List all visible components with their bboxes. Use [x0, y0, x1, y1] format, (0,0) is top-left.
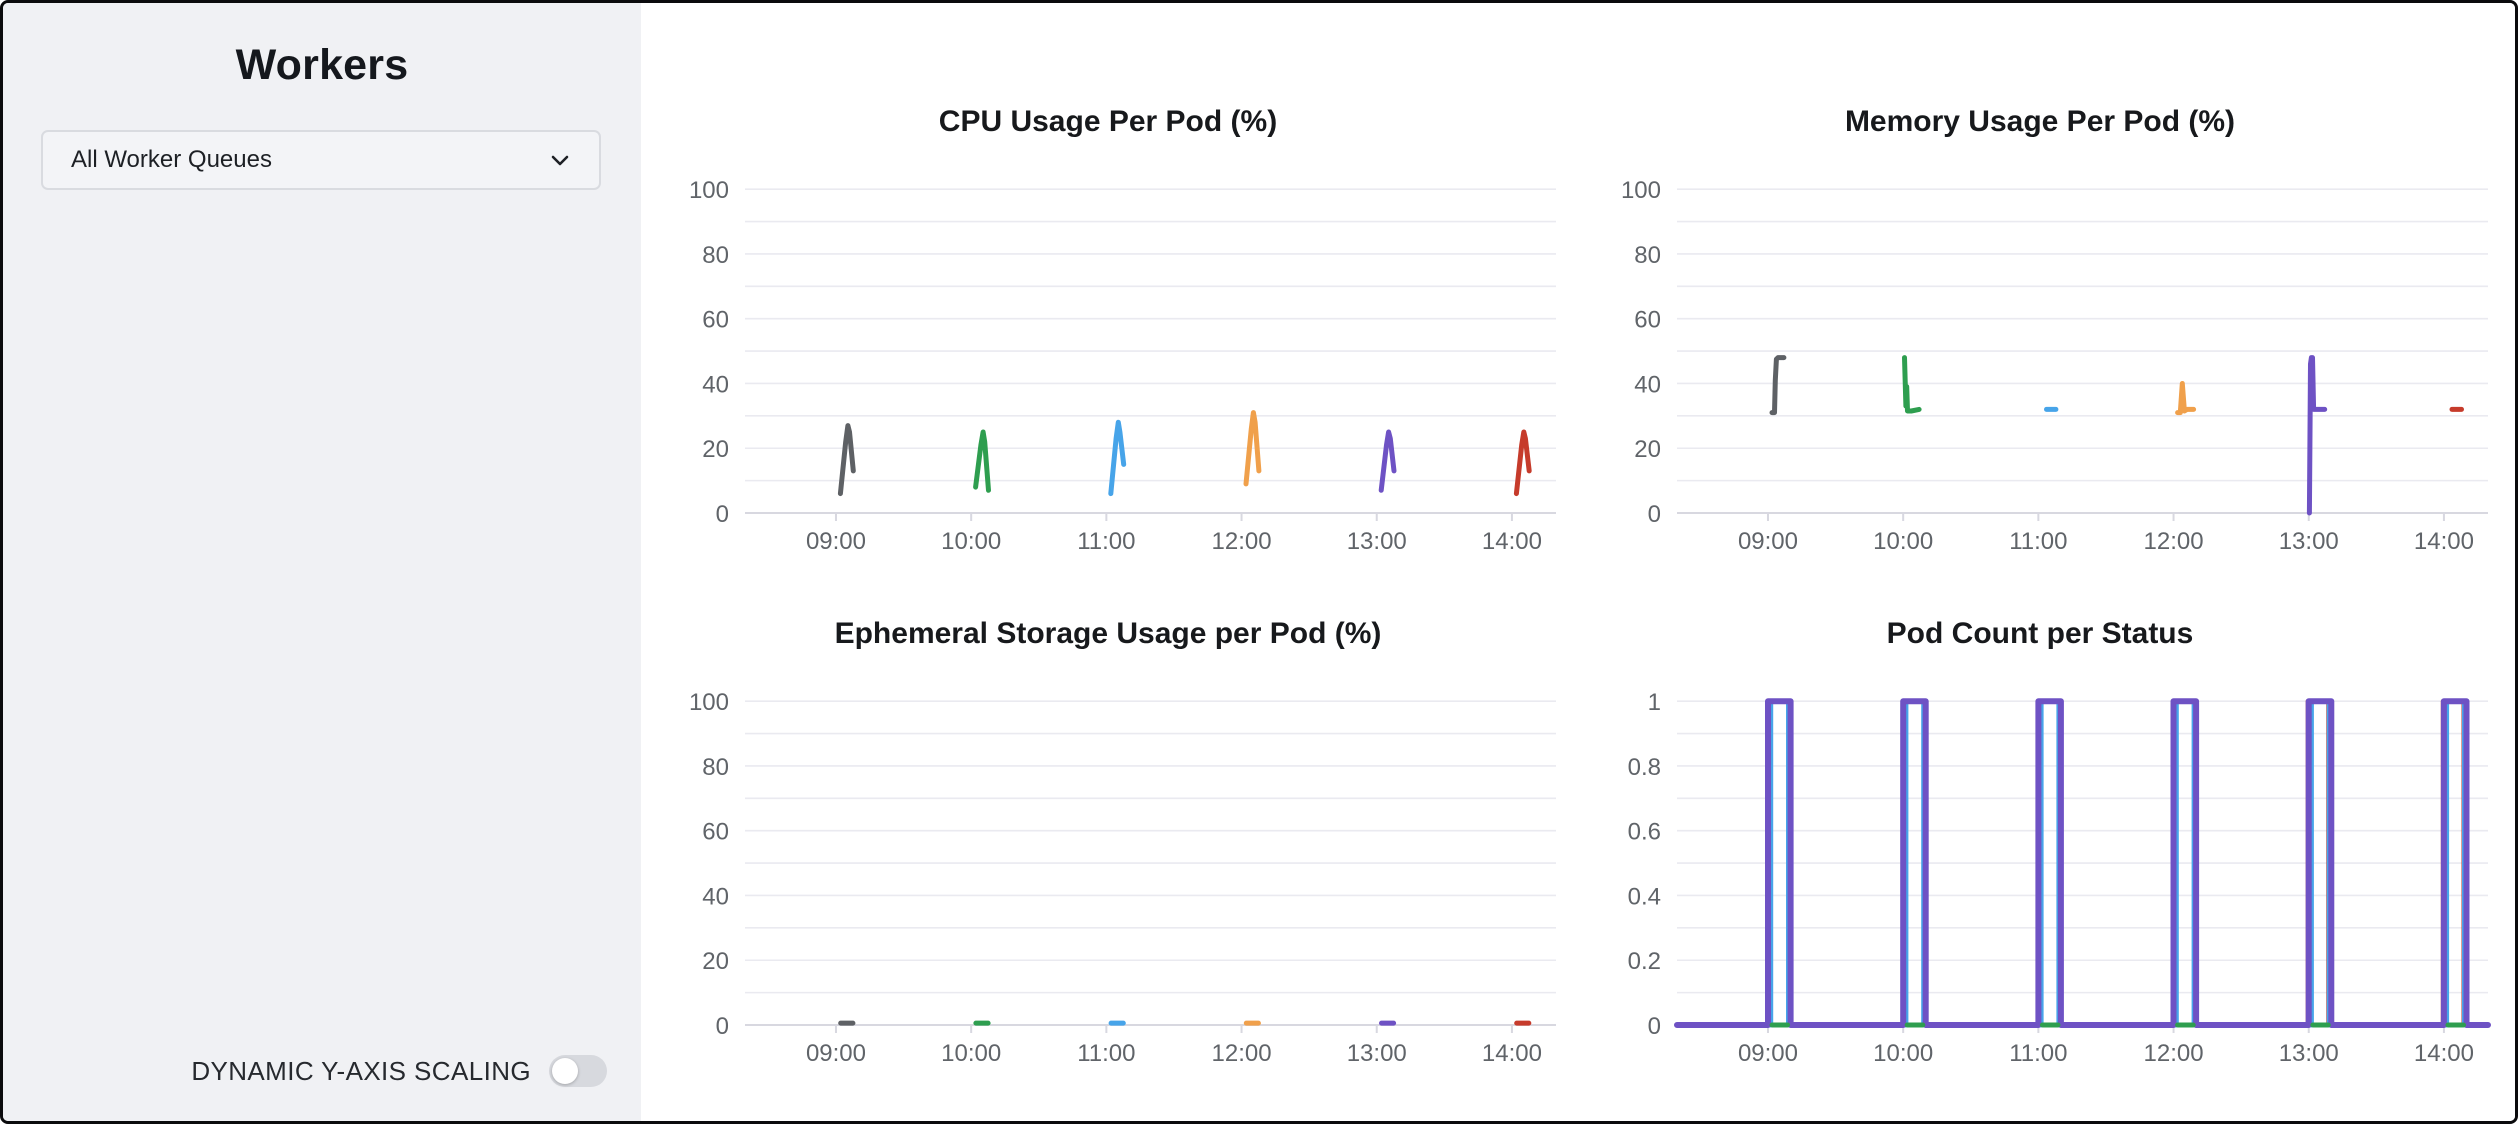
svg-text:0: 0 — [1648, 501, 1661, 528]
svg-text:09:00: 09:00 — [1738, 528, 1798, 555]
worker-queue-select-value: All Worker Queues — [71, 146, 272, 173]
chart-title: Memory Usage Per Pod (%) — [1844, 105, 2236, 138]
svg-text:0.8: 0.8 — [1628, 754, 1661, 781]
chart-cpu-usage: CPU Usage Per Pod (%) 0 20 40 60 80 100 09:00 1… — [643, 81, 1573, 581]
dynamic-y-axis-row: DYNAMIC Y-AXIS SCALING — [3, 1051, 607, 1091]
svg-text:14:00: 14:00 — [1482, 1040, 1542, 1067]
svg-text:0: 0 — [716, 501, 729, 528]
svg-text:1: 1 — [1648, 689, 1661, 716]
svg-text:11:00: 11:00 — [2009, 1040, 2067, 1067]
svg-text:10:00: 10:00 — [941, 1040, 1001, 1067]
svg-text:80: 80 — [1634, 242, 1661, 269]
svg-text:11:00: 11:00 — [2009, 528, 2067, 555]
svg-text:13:00: 13:00 — [2279, 1040, 2339, 1067]
svg-text:20: 20 — [702, 948, 729, 975]
svg-text:11:00: 11:00 — [1077, 1040, 1135, 1067]
svg-text:13:00: 13:00 — [1347, 1040, 1407, 1067]
svg-text:09:00: 09:00 — [806, 528, 866, 555]
svg-text:100: 100 — [1621, 177, 1661, 204]
chevron-down-icon — [547, 147, 573, 173]
svg-text:12:00: 12:00 — [2144, 1040, 2204, 1067]
svg-text:20: 20 — [1634, 436, 1661, 463]
svg-text:12:00: 12:00 — [1212, 528, 1272, 555]
sidebar: Workers All Worker Queues DYNAMIC Y-AXIS… — [3, 3, 641, 1121]
svg-text:13:00: 13:00 — [2279, 528, 2339, 555]
charts-area: CPU Usage Per Pod (%) 0 20 40 60 80 100 09:00 1… — [641, 3, 2515, 1121]
svg-text:40: 40 — [1634, 371, 1661, 398]
svg-text:40: 40 — [702, 883, 729, 910]
svg-text:12:00: 12:00 — [2144, 528, 2204, 555]
svg-text:11:00: 11:00 — [1077, 528, 1135, 555]
svg-text:80: 80 — [702, 242, 729, 269]
chart-pod-count: Pod Count per Status 0 0.2 0.4 0.6 0.8 1 09:00… — [1575, 593, 2505, 1093]
svg-text:0: 0 — [1648, 1013, 1661, 1040]
svg-text:14:00: 14:00 — [2414, 1040, 2474, 1067]
svg-text:09:00: 09:00 — [806, 1040, 866, 1067]
ephemeral-storage-plot: 0 20 40 60 80 100 09:00 10:00 11:00 12:00 13:00 14:… — [689, 689, 1556, 1067]
svg-text:40: 40 — [702, 371, 729, 398]
svg-text:0.2: 0.2 — [1628, 948, 1661, 975]
pod-count-plot: 0 0.2 0.4 0.6 0.8 1 09:00 10:00 11:00 12:00 13:00 1… — [1628, 689, 2491, 1067]
svg-text:60: 60 — [702, 307, 729, 334]
worker-queue-select[interactable]: All Worker Queues — [41, 130, 601, 190]
svg-text:60: 60 — [702, 819, 729, 846]
svg-text:10:00: 10:00 — [1873, 1040, 1933, 1067]
svg-text:0.4: 0.4 — [1628, 883, 1661, 910]
chart-title: Ephemeral Storage Usage per Pod (%) — [834, 617, 1382, 650]
svg-text:20: 20 — [702, 436, 729, 463]
chart-title: Pod Count per Status — [1886, 617, 2194, 650]
svg-text:100: 100 — [689, 689, 729, 716]
page-title: Workers — [235, 41, 409, 89]
svg-text:09:00: 09:00 — [1738, 1040, 1798, 1067]
svg-text:100: 100 — [689, 177, 729, 204]
chart-ephemeral-storage: Ephemeral Storage Usage per Pod (%) 0 20 4… — [643, 593, 1573, 1093]
memory-usage-plot: 0 20 40 60 80 100 09:00 10:00 11:00 12:00 13:00 14:… — [1621, 177, 2488, 555]
chart-memory-usage: Memory Usage Per Pod (%) 0 20 40 60 80 100 09:… — [1575, 81, 2505, 581]
svg-text:80: 80 — [702, 754, 729, 781]
cpu-usage-plot: 0 20 40 60 80 100 09:00 10:00 11:00 12:00 13:00 14:… — [689, 177, 1556, 555]
svg-text:10:00: 10:00 — [941, 528, 1001, 555]
svg-text:14:00: 14:00 — [1482, 528, 1542, 555]
svg-text:13:00: 13:00 — [1347, 528, 1407, 555]
dynamic-y-axis-label: DYNAMIC Y-AXIS SCALING — [191, 1055, 531, 1086]
toggle-knob-icon — [552, 1058, 578, 1084]
svg-text:10:00: 10:00 — [1873, 528, 1933, 555]
svg-text:14:00: 14:00 — [2414, 528, 2474, 555]
svg-text:12:00: 12:00 — [1212, 1040, 1272, 1067]
svg-text:0.6: 0.6 — [1628, 819, 1661, 846]
chart-title: CPU Usage Per Pod (%) — [938, 105, 1278, 138]
svg-text:60: 60 — [1634, 307, 1661, 334]
svg-text:0: 0 — [716, 1013, 729, 1040]
dynamic-y-axis-toggle[interactable] — [549, 1055, 607, 1087]
